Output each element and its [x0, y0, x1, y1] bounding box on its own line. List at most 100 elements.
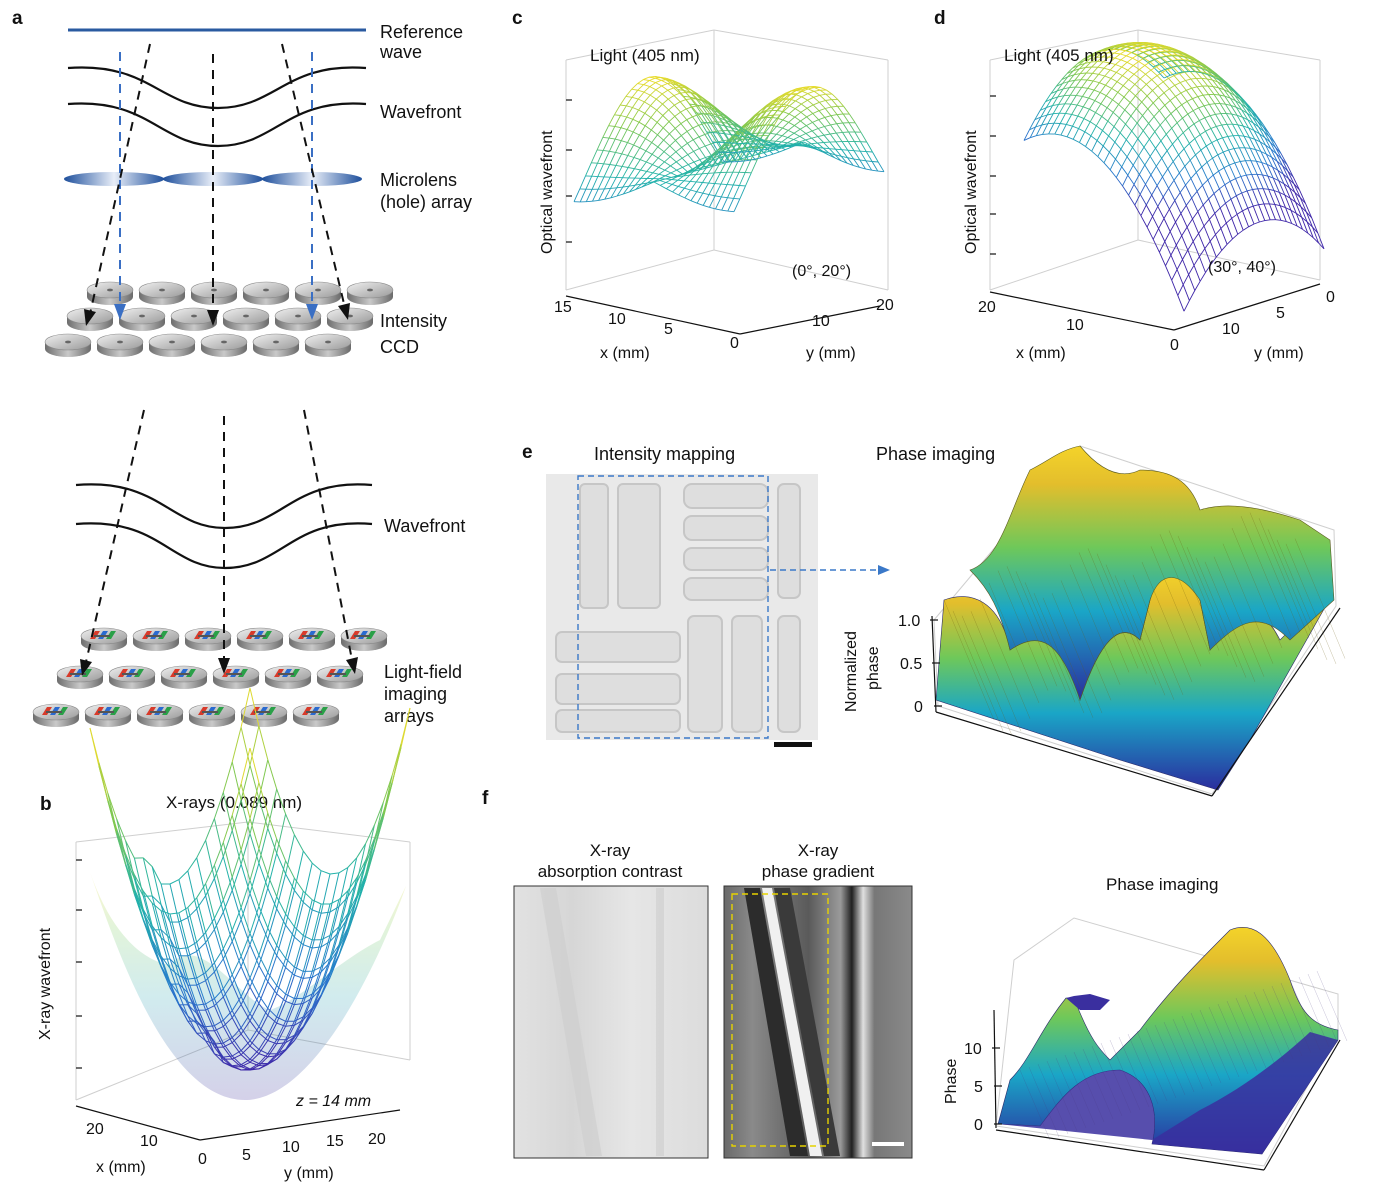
- mesh-line: [699, 145, 706, 149]
- panel-e-zlabel-1: Normalized: [843, 631, 860, 712]
- mesh-line: [258, 927, 269, 956]
- mesh-line: [276, 1016, 286, 1022]
- mesh-line: [629, 184, 636, 193]
- mesh-line: [1132, 138, 1139, 148]
- mesh-line: [1128, 73, 1135, 80]
- mesh-line: [1127, 174, 1135, 185]
- mesh-line: [1203, 105, 1211, 116]
- mesh-line: [1282, 173, 1290, 188]
- mesh-line: [1150, 165, 1157, 176]
- mesh-line: [1160, 140, 1168, 152]
- mesh-line: [1213, 556, 1265, 677]
- mesh-line: [690, 181, 697, 191]
- mesh-line: [302, 1009, 313, 1021]
- mesh-line: [1062, 81, 1069, 90]
- mesh-line: [276, 1049, 286, 1057]
- mesh-line: [685, 108, 693, 118]
- panel-letter-d: d: [934, 8, 946, 29]
- mesh-line: [187, 985, 198, 1011]
- mesh-line: [178, 994, 189, 1017]
- mesh-line: [667, 83, 674, 89]
- mesh-line: [1109, 64, 1116, 71]
- mesh-line: [276, 860, 287, 897]
- mesh-line: [745, 138, 752, 141]
- mesh-line: [1201, 68, 1208, 72]
- mesh-line: [738, 172, 746, 186]
- mesh-line: [741, 123, 749, 132]
- mesh-line: [222, 1046, 233, 1060]
- mesh-line: [812, 119, 819, 123]
- mesh-line: [240, 727, 251, 766]
- mesh-line: [1198, 225, 1205, 234]
- mesh-line: [752, 140, 759, 150]
- mesh-line: [659, 180, 667, 183]
- mesh-line: [836, 123, 843, 133]
- mesh-line: [750, 133, 757, 138]
- mesh-line: [627, 142, 634, 146]
- mesh-line: [1187, 113, 1195, 125]
- mesh-line: [1268, 188, 1275, 191]
- mesh-line: [1213, 93, 1220, 96]
- mesh-line: [1108, 52, 1115, 58]
- mesh-line: [1090, 125, 1097, 137]
- mesh-line: [854, 141, 861, 152]
- lightfield-sensor-icon: [340, 627, 388, 652]
- mesh-line: [603, 164, 611, 178]
- mesh-line: [231, 727, 242, 763]
- mesh-line: [1109, 57, 1116, 64]
- mesh-line: [1116, 72, 1123, 76]
- lens-icon: [262, 172, 362, 186]
- mesh-line: [843, 106, 850, 115]
- mesh-line: [1141, 101, 1149, 110]
- mesh-line: [1262, 174, 1268, 177]
- mesh-line: [231, 956, 242, 976]
- mesh-line: [738, 159, 746, 173]
- rays-bottom: [85, 409, 353, 663]
- mesh-line: [1275, 147, 1283, 160]
- mesh-line: [776, 119, 784, 127]
- mesh-line: [1166, 54, 1172, 57]
- mesh-line: [1078, 128, 1086, 133]
- mesh-line: [638, 113, 646, 123]
- mesh-line: [793, 135, 801, 140]
- mesh-line: [205, 1003, 215, 1026]
- mesh-line: [680, 119, 687, 124]
- mesh-line: [800, 120, 807, 126]
- mesh-line: [744, 129, 751, 134]
- mesh-line: [1066, 67, 1073, 74]
- mesh-line: [1070, 103, 1078, 106]
- mesh-line: [258, 759, 269, 800]
- mesh-line: [1125, 47, 1132, 52]
- mesh-line: [726, 116, 733, 122]
- mesh-line: [1126, 55, 1133, 59]
- mesh-line: [1179, 165, 1186, 174]
- panel-c-xlabel: x (mm): [600, 345, 650, 362]
- mesh-line: [338, 890, 349, 900]
- mesh-line: [1100, 103, 1108, 109]
- mesh-line: [1093, 50, 1101, 54]
- mesh-line: [1284, 194, 1291, 199]
- mesh-line: [302, 901, 313, 911]
- mesh-line: [302, 1013, 313, 1028]
- mesh-line: [1265, 153, 1273, 168]
- mesh-line: [705, 160, 713, 169]
- mesh-line: [338, 913, 349, 946]
- mesh-line: [787, 132, 795, 138]
- mesh-line: [1130, 45, 1137, 49]
- mesh-line: [1119, 50, 1126, 55]
- microlens-label-1: Microlens: [380, 170, 457, 190]
- mesh-line: [639, 134, 646, 139]
- mesh-line: [1152, 85, 1159, 91]
- mesh-line: [267, 938, 278, 956]
- mesh-line: [1137, 54, 1145, 59]
- panel-b-xtick-1: 20: [86, 1121, 104, 1138]
- mesh-line: [1067, 70, 1074, 78]
- mesh-line: [1035, 116, 1042, 128]
- mesh-line: [1077, 115, 1085, 120]
- mesh-line: [700, 167, 707, 171]
- mesh-line: [285, 926, 295, 959]
- mesh-line: [812, 113, 819, 121]
- mesh-line: [1269, 136, 1276, 148]
- mesh-line: [733, 197, 740, 200]
- mesh-line: [196, 972, 206, 979]
